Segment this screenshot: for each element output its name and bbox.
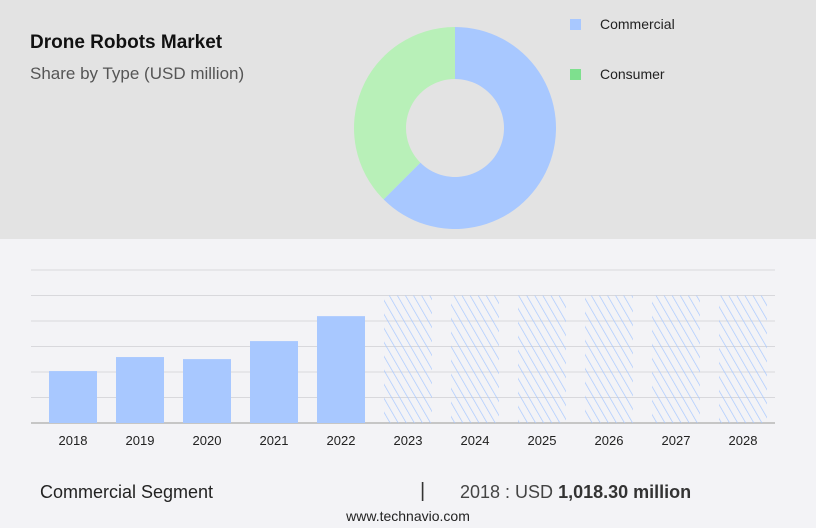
bar-2020: [183, 359, 231, 423]
legend-label: Commercial: [600, 16, 675, 32]
x-tick-label: 2022: [327, 433, 356, 448]
x-tick-label: 2019: [126, 433, 155, 448]
legend-item-consumer: Consumer: [570, 66, 665, 82]
segment-label: Commercial Segment: [40, 482, 214, 502]
site-url: www.technavio.com: [346, 508, 470, 524]
forecast-bar-2028: [719, 295, 767, 423]
legend-label: Consumer: [600, 66, 665, 82]
donut-slice-commercial: [383, 27, 556, 229]
legend-item-commercial: Commercial: [570, 16, 675, 32]
bar-2021: [250, 341, 298, 423]
x-tick-label: 2027: [662, 433, 691, 448]
legend-swatch: [570, 18, 581, 30]
forecast-bar-2027: [652, 295, 700, 423]
x-tick-label: 2020: [193, 433, 222, 448]
bar-2018: [49, 371, 97, 423]
bar-2019: [116, 357, 164, 423]
separator: |: [420, 480, 426, 502]
x-tick-label: 2021: [260, 433, 289, 448]
chart-subtitle: Share by Type (USD million): [30, 64, 245, 83]
chart-title: Drone Robots Market: [30, 32, 223, 53]
value-prefix: 2018 : USD: [460, 482, 559, 502]
value-amount: 1,018.30 million: [558, 482, 692, 502]
x-tick-label: 2025: [528, 433, 557, 448]
bar-2022: [317, 316, 365, 423]
legend-swatch: [570, 68, 581, 80]
donut-slice-consumer: [353, 27, 455, 200]
x-tick-label: 2028: [729, 433, 758, 448]
segment-value: 2018 : USD 1,018.30 million: [460, 482, 691, 503]
forecast-bar-2024: [451, 295, 499, 423]
forecast-bar-2025: [518, 295, 566, 423]
x-tick-label: 2026: [595, 433, 624, 448]
x-tick-label: 2018: [59, 433, 88, 448]
forecast-bar-2026: [585, 295, 633, 423]
x-tick-label: 2023: [394, 433, 423, 448]
forecast-bar-2023: [384, 295, 432, 423]
x-tick-label: 2024: [461, 433, 490, 448]
